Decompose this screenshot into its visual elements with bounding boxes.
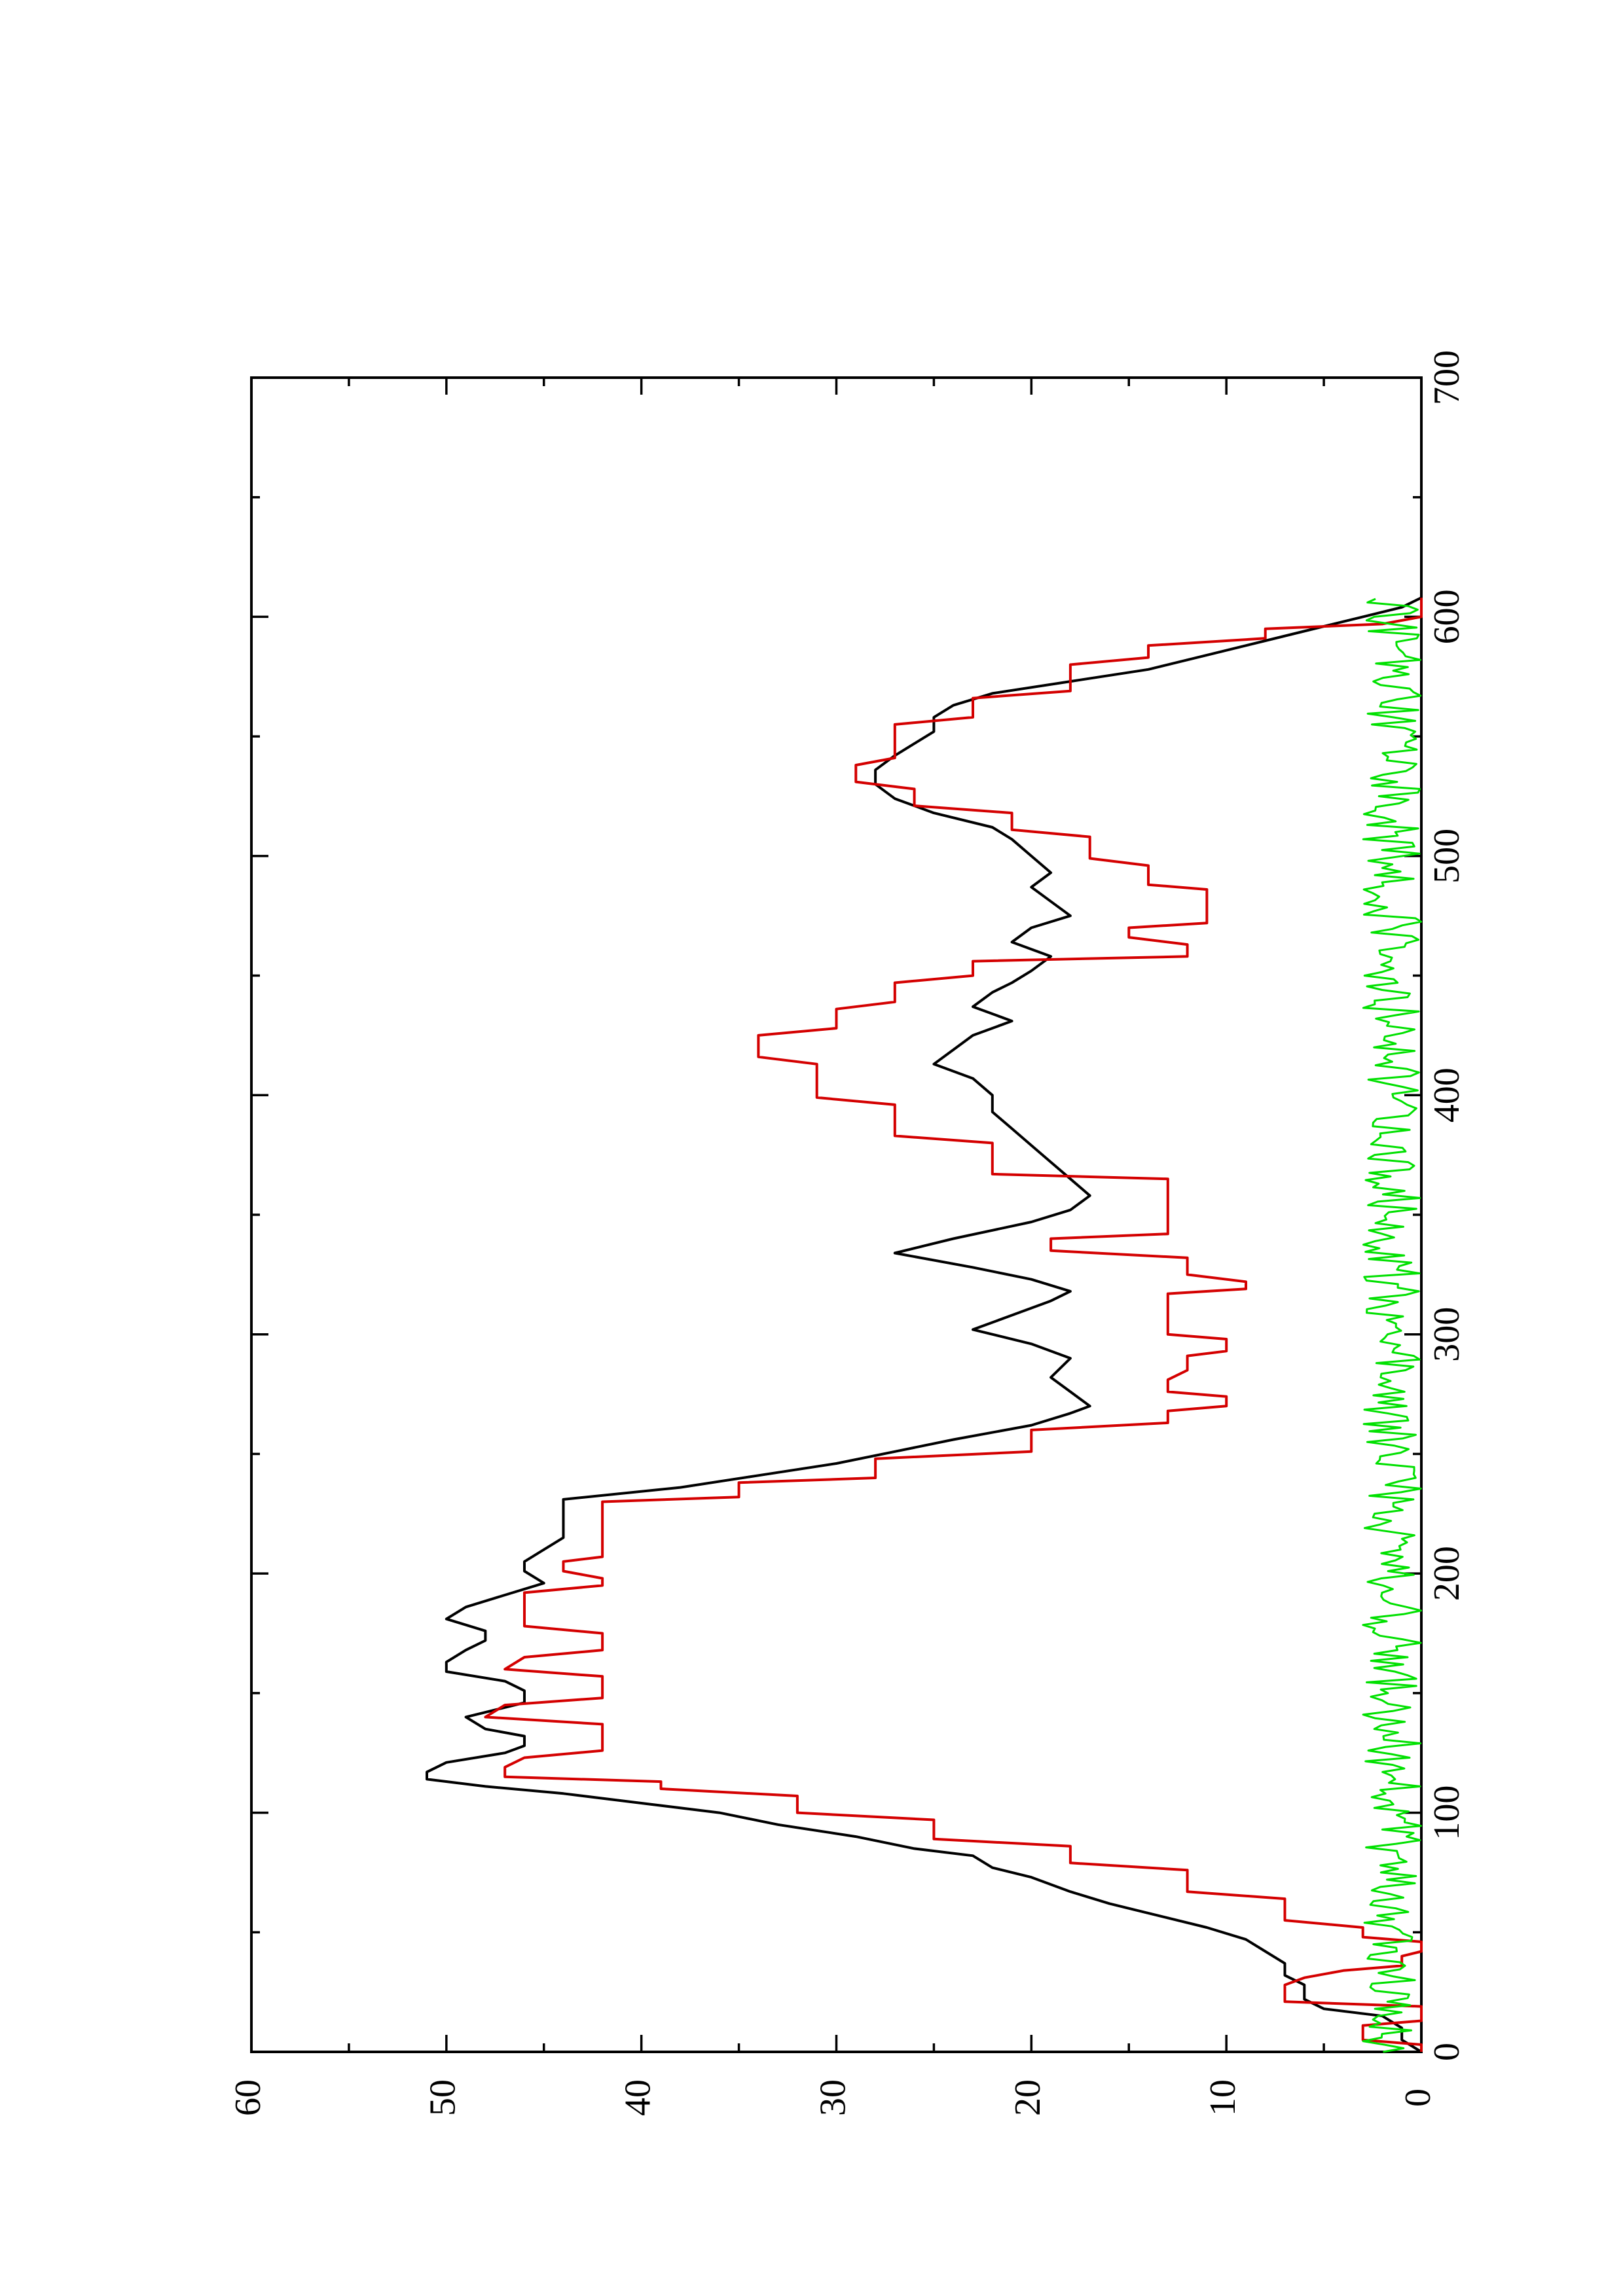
- series-group: [426, 596, 1423, 2053]
- series-line-1: [426, 596, 1423, 2053]
- y-tick-label: 0: [1398, 2089, 1438, 2107]
- x-tick-label: 500: [1427, 829, 1467, 884]
- x-tick-label: 200: [1427, 1546, 1467, 1601]
- x-tick-label: 600: [1427, 589, 1467, 644]
- x-tick-label: 0: [1427, 2043, 1467, 2061]
- x-tick-label: 400: [1427, 1067, 1467, 1122]
- y-tick-label: 20: [1008, 2079, 1048, 2116]
- axis-ticks: [250, 376, 1423, 2053]
- y-tick-label: 50: [423, 2079, 464, 2116]
- x-tick-label: 300: [1427, 1307, 1467, 1362]
- y-tick-label: 10: [1203, 2079, 1243, 2116]
- plot-frame: [250, 376, 1423, 2053]
- series-line-3: [1362, 598, 1423, 2053]
- y-tick-label: 60: [228, 2079, 268, 2116]
- x-tick-label: 100: [1427, 1785, 1467, 1840]
- tick-labels: 0 100 200 300 400 500 600 700 0 10 20 30 40 50 60: [228, 350, 1467, 2116]
- y-tick-label: 30: [812, 2079, 853, 2116]
- series-line-2: [484, 598, 1423, 2052]
- x-tick-label: 700: [1427, 350, 1467, 405]
- y-tick-label: 40: [618, 2079, 659, 2116]
